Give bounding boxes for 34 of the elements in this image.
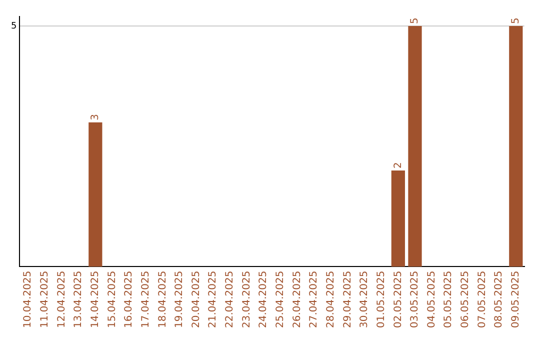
- x-tick-label: 26.04.2025: [292, 270, 303, 328]
- x-tick-label: 30.04.2025: [359, 270, 370, 328]
- x-tick-label: 25.04.2025: [275, 270, 286, 328]
- x-tick-label: 03.05.2025: [410, 270, 421, 328]
- x-tick-label: 27.04.2025: [308, 270, 320, 328]
- x-tick-label: 29.04.2025: [342, 270, 354, 328]
- x-tick-label: 19.04.2025: [174, 270, 186, 328]
- x-tick-label: 06.05.2025: [460, 270, 472, 328]
- x-tick-label: 13.04.2025: [73, 270, 84, 328]
- x-tick-label: 18.04.2025: [157, 270, 168, 328]
- data-label: 5: [410, 18, 421, 24]
- data-label: 3: [90, 114, 102, 120]
- x-tick-label: 11.04.2025: [40, 270, 51, 328]
- x-tick-label: 16.04.2025: [124, 270, 135, 328]
- x-tick-label: 17.04.2025: [140, 270, 152, 328]
- x-tick-label: 05.05.2025: [443, 270, 454, 328]
- x-tick-label: 14.04.2025: [90, 270, 102, 328]
- x-tick-label: 15.04.2025: [106, 270, 118, 328]
- x-tick-label: 12.04.2025: [56, 270, 68, 328]
- x-tick-label: 22.04.2025: [224, 270, 236, 328]
- x-tick-label: 24.04.2025: [258, 270, 270, 328]
- data-label: 5: [510, 18, 522, 24]
- x-tick-label: 21.04.2025: [208, 270, 219, 328]
- x-tick-label: 07.05.2025: [476, 270, 488, 328]
- x-tick-label: 04.05.2025: [426, 270, 438, 328]
- x-tick-label: 08.05.2025: [494, 270, 505, 328]
- x-tick-label: 09.05.2025: [510, 270, 522, 328]
- x-tick-label: 01.05.2025: [376, 270, 387, 328]
- x-tick-label: 20.04.2025: [190, 270, 202, 328]
- x-tick-label: 10.04.2025: [22, 270, 34, 328]
- data-label: 2: [392, 162, 404, 168]
- x-tick-label: 02.05.2025: [392, 270, 404, 328]
- x-tick-label: 28.04.2025: [325, 270, 336, 328]
- x-tick-label: 23.04.2025: [241, 270, 252, 328]
